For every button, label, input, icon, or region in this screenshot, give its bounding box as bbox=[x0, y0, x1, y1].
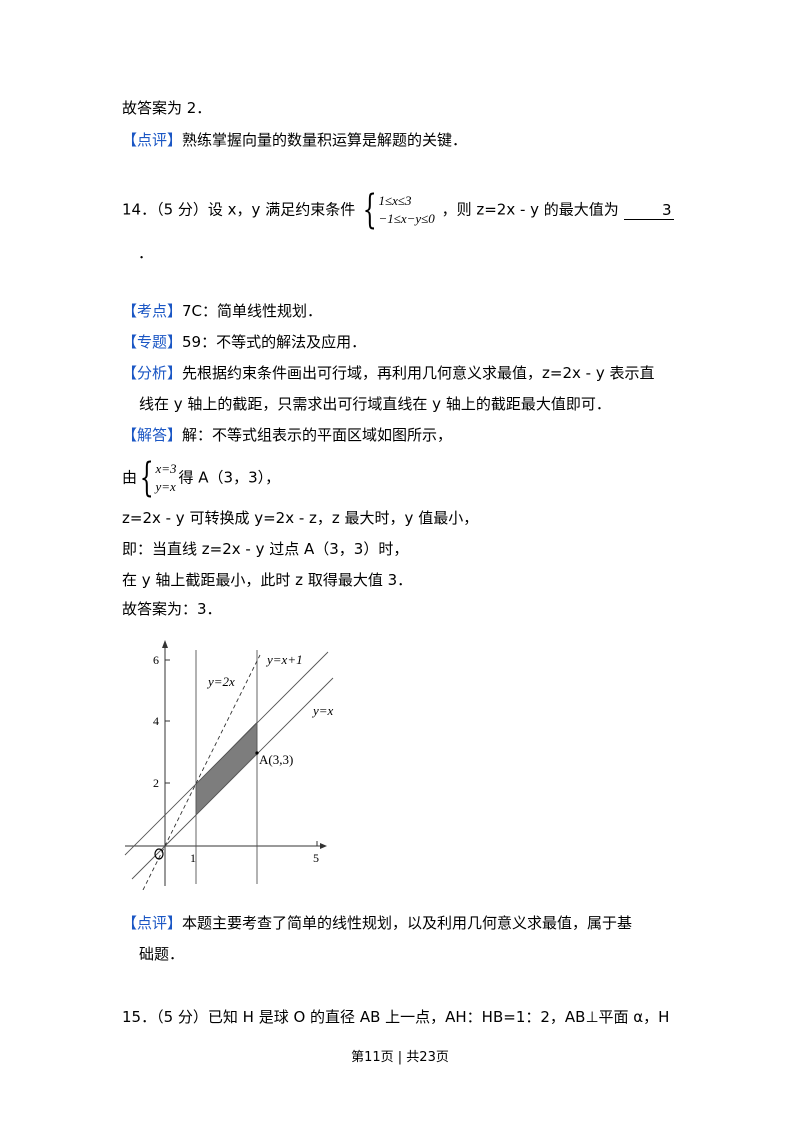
review-14-line-2: 础题． bbox=[139, 945, 185, 963]
step-1: z=2x - y 可转换成 y=2x - z，z 最大时，y 值最小， bbox=[122, 509, 479, 527]
point-A bbox=[255, 751, 259, 755]
line-y-equals-x bbox=[131, 677, 334, 880]
fenxi-text-1: 先根据约束条件画出可行域，再利用几何意义求最值，z=2x - y 表示直 bbox=[182, 364, 655, 382]
step-3: 在 y 轴上截距最小，此时 z 取得最大值 3． bbox=[122, 571, 413, 589]
kaodian-tag: 【考点】 bbox=[122, 302, 183, 320]
fenxi-line-2: 线在 y 轴上的截距，只需求出可行域直线在 y 轴上的截距最大值即可． bbox=[139, 395, 611, 413]
constraint-1: 1≤x≤3 bbox=[378, 193, 412, 208]
constraint-system: { 1≤x≤3 −1≤x−y≤0 bbox=[362, 190, 435, 230]
question-14-stem: 14．（5 分）设 x，y 满足约束条件 bbox=[122, 200, 356, 219]
solve-pre: 由 bbox=[122, 468, 138, 487]
kaodian-text: 7C：简单线性规划． bbox=[182, 302, 323, 320]
equation-1: x=3 bbox=[155, 461, 177, 476]
fenxi-line-1: 【分析】先根据约束条件画出可行域，再利用几何意义求最值，z=2x - y 表示直 bbox=[122, 362, 654, 384]
y-tick-label-2: 2 bbox=[153, 776, 159, 790]
solve-system: 由 { x=3 y=x 得 A（3，3）， bbox=[122, 458, 280, 498]
review-14-tag: 【点评】 bbox=[122, 914, 183, 932]
question-14: 14．（5 分）设 x，y 满足约束条件 { 1≤x≤3 −1≤x−y≤0 ，则… bbox=[122, 190, 674, 230]
equation-system: { x=3 y=x bbox=[139, 458, 177, 498]
jieda: 【解答】解：不等式组表示的平面区域如图所示， bbox=[122, 424, 452, 446]
prev-review: 【点评】熟练掌握向量的数量积运算是解题的关键． bbox=[122, 129, 467, 151]
zhuanti: 【专题】59：不等式的解法及应用． bbox=[122, 331, 366, 353]
x-axis-arrow-icon bbox=[320, 843, 327, 849]
label-y-x: y=x bbox=[311, 703, 334, 718]
label-y-x-plus-1: y=x+1 bbox=[265, 652, 303, 667]
question-15: 15．（5 分）已知 H 是球 O 的直径 AB 上一点，AH：HB=1：2，A… bbox=[122, 1008, 670, 1026]
review-14-line-1: 【点评】本题主要考查了简单的线性规划，以及利用几何意义求最值，属于基 bbox=[122, 912, 632, 934]
review-14-text-1: 本题主要考查了简单的线性规划，以及利用几何意义求最值，属于基 bbox=[182, 914, 633, 932]
step-2: 即：当直线 z=2x - y 过点 A（3，3）时， bbox=[122, 540, 409, 558]
feasible-region bbox=[195, 721, 258, 816]
line-y-equals-2x bbox=[142, 654, 261, 890]
solve-post: 得 A（3，3）， bbox=[178, 468, 281, 487]
fenxi-tag: 【分析】 bbox=[122, 364, 183, 382]
kaodian: 【考点】7C：简单线性规划． bbox=[122, 300, 322, 322]
review-text: 熟练掌握向量的数量积运算是解题的关键． bbox=[182, 131, 468, 149]
answer-blank: 3 bbox=[623, 201, 674, 220]
page-footer: 第11页 | 共23页 bbox=[351, 1050, 449, 1065]
zhuanti-tag: 【专题】 bbox=[122, 333, 183, 351]
constraint-2: −1≤x−y≤0 bbox=[378, 211, 435, 226]
step-4: 故答案为：3． bbox=[122, 600, 222, 618]
zhuanti-text: 59：不等式的解法及应用． bbox=[182, 333, 367, 351]
equation-2: y=x bbox=[155, 479, 176, 494]
brace-icon: { bbox=[139, 455, 154, 501]
origin-marker bbox=[154, 848, 164, 860]
question-14-period: ． bbox=[138, 244, 154, 262]
label-y-2x: y=2x bbox=[206, 674, 235, 689]
prev-answer: 故答案为 2． bbox=[122, 99, 212, 117]
line-y-equals-x-plus-1 bbox=[124, 651, 329, 856]
brace-icon: { bbox=[362, 187, 377, 233]
y-tick-label-4: 4 bbox=[153, 714, 159, 728]
y-axis-arrow-icon bbox=[162, 640, 168, 648]
y-tick-label-6: 6 bbox=[153, 653, 159, 667]
jieda-text: 解：不等式组表示的平面区域如图所示， bbox=[182, 426, 453, 444]
label-point-A: A(3,3) bbox=[259, 752, 293, 767]
jieda-tag: 【解答】 bbox=[122, 426, 183, 444]
question-14-ask: ，则 z=2x - y 的最大值为 bbox=[441, 200, 619, 219]
feasible-region-graph: y=2x y=x+1 y=x A(3,3) 6 4 2 1 5 bbox=[124, 640, 334, 890]
x-tick-label-5: 5 bbox=[313, 851, 319, 865]
x-tick-label-1: 1 bbox=[190, 851, 196, 865]
review-tag: 【点评】 bbox=[122, 131, 183, 149]
